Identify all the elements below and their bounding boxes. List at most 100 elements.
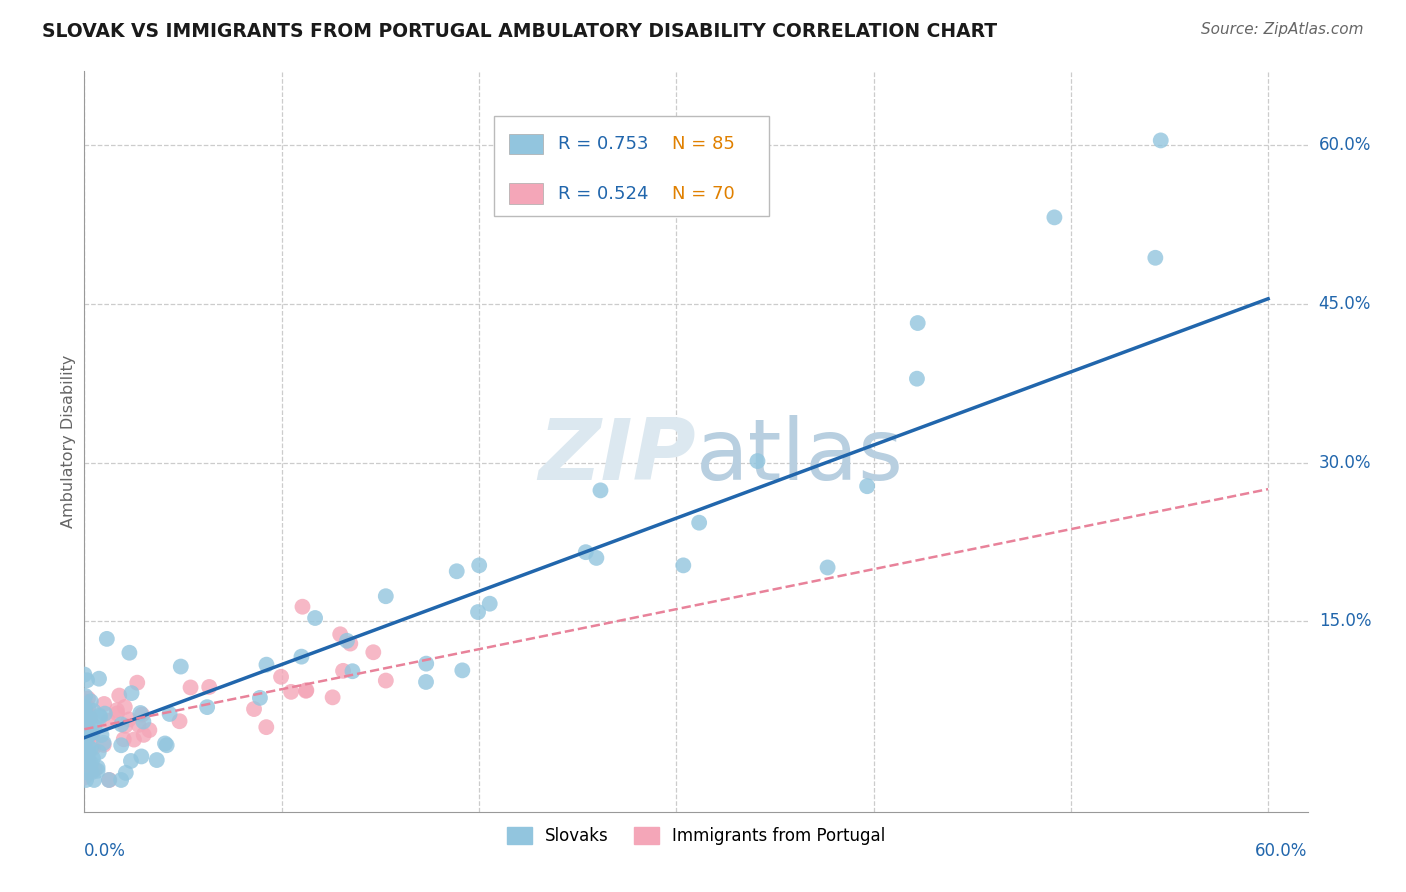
Point [374, 589, 396, 603]
Point [86, 760, 108, 774]
Point [82, 727, 104, 741]
Point [73, 753, 96, 767]
Point [374, 673, 396, 688]
Point [75, 755, 97, 769]
Point [180, 681, 202, 695]
Point [77, 711, 100, 725]
Point [76, 743, 98, 757]
Point [93, 736, 115, 750]
Point [76, 726, 98, 740]
Point [73, 702, 96, 716]
Point [75, 717, 97, 731]
Point [73, 704, 96, 718]
Text: 45.0%: 45.0% [1319, 295, 1371, 313]
Point [688, 516, 710, 530]
Point [98, 772, 121, 787]
Point [73, 731, 96, 746]
Point [77, 765, 100, 780]
Point [73, 749, 96, 764]
Point [73, 706, 96, 720]
Point [73, 667, 96, 681]
FancyBboxPatch shape [509, 134, 543, 154]
Point [905, 372, 928, 386]
Point [83, 772, 105, 787]
Point [77, 762, 100, 776]
Point [77, 754, 100, 768]
Point [159, 706, 181, 721]
Point [73, 750, 96, 764]
Point [73, 694, 96, 708]
Point [114, 719, 136, 733]
Point [468, 558, 491, 573]
Point [80, 715, 103, 730]
Point [363, 645, 385, 659]
Point [138, 723, 160, 738]
Legend: Slovaks, Immigrants from Portugal: Slovaks, Immigrants from Portugal [501, 820, 891, 852]
Point [127, 675, 149, 690]
Point [332, 664, 354, 678]
Point [73, 709, 96, 723]
Point [589, 483, 612, 498]
Point [76, 728, 98, 742]
Point [342, 664, 364, 678]
Point [76, 719, 98, 733]
Point [83, 763, 105, 777]
Point [254, 720, 277, 734]
Point [73, 727, 96, 741]
Point [105, 706, 128, 721]
Point [93, 738, 115, 752]
Point [1144, 251, 1167, 265]
Point [76, 706, 98, 720]
Point [79, 711, 101, 725]
FancyBboxPatch shape [509, 183, 543, 204]
Point [83, 720, 105, 734]
Point [96, 632, 118, 646]
Point [97, 772, 120, 787]
Point [76, 746, 98, 760]
Point [169, 714, 191, 729]
Text: atlas: atlas [696, 415, 904, 498]
Point [132, 714, 155, 729]
Point [585, 550, 607, 565]
Point [121, 686, 143, 700]
Point [86, 764, 108, 778]
Text: 60.0%: 60.0% [1256, 842, 1308, 860]
Point [73, 730, 96, 744]
Point [122, 732, 145, 747]
Point [77, 731, 100, 745]
Point [114, 700, 136, 714]
Point [467, 605, 489, 619]
Point [80, 765, 103, 780]
Point [97, 714, 120, 728]
Point [82, 741, 104, 756]
Point [77, 750, 100, 764]
Text: 60.0%: 60.0% [1319, 136, 1371, 154]
Point [76, 709, 98, 723]
FancyBboxPatch shape [494, 116, 769, 216]
Point [304, 611, 326, 625]
Point [249, 690, 271, 705]
Point [82, 725, 104, 739]
Text: R = 0.753: R = 0.753 [558, 135, 648, 153]
Point [73, 702, 96, 716]
Point [73, 699, 96, 714]
Point [108, 689, 131, 703]
Point [322, 690, 344, 705]
Point [80, 694, 103, 708]
Point [339, 636, 361, 650]
Point [73, 751, 96, 765]
Point [270, 670, 292, 684]
Point [73, 739, 96, 753]
Point [256, 657, 278, 672]
Point [80, 741, 103, 756]
Point [336, 633, 359, 648]
Point [672, 558, 695, 573]
Point [1043, 211, 1066, 225]
Point [89, 710, 111, 724]
Point [77, 709, 100, 723]
Point [89, 708, 111, 723]
Point [156, 738, 179, 752]
Point [73, 718, 96, 732]
Point [170, 659, 193, 673]
Point [76, 712, 98, 726]
